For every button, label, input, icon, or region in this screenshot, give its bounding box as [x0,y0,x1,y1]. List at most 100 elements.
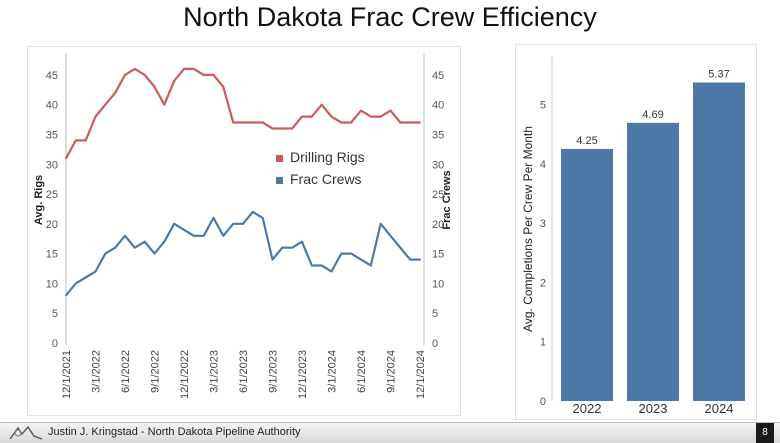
x-tick-label: 2024 [705,401,734,416]
frac-crews-point [389,234,392,237]
drilling-rigs-point [340,121,343,124]
drilling-rigs-point [271,127,274,130]
frac-crews-point [301,240,303,243]
bar-2024 [693,82,745,401]
frac-crews-point [202,234,205,237]
x-tick-label: 9/1/2022 [150,350,162,393]
bar-value-label: 4.69 [642,109,663,121]
bar-2023 [627,122,679,402]
frac-crews-point [65,294,67,297]
drilling-rigs-point [261,121,264,124]
drilling-rigs-point [74,139,77,142]
y-tick-label: 2 [540,277,546,289]
frac-crews-point [133,246,136,249]
frac-crews-point [94,270,97,273]
frac-crews-point [242,222,244,225]
y-tick-label: 0 [540,396,546,408]
drilling-rigs-point [389,109,392,112]
frac-crews-point [143,240,146,243]
x-tick-label: 6/1/2022 [120,350,132,393]
legend-label-drilling-rigs: Drilling Rigs [290,149,365,165]
y-tick-label-right: 20 [432,219,444,231]
y-tick-label-right: 10 [432,278,444,290]
frac-crews-point [340,252,343,255]
frac-crews-point [153,252,156,255]
x-tick-label: 12/1/2022 [179,350,191,399]
drilling-rigs-point [291,127,294,130]
drilling-rigs-point [281,127,284,130]
drilling-rigs-point [360,109,362,112]
frac-crews-point [399,246,402,249]
y-tick-label-right: 15 [432,249,444,261]
frac-crews-point [360,258,362,261]
frac-crews-point [163,240,166,243]
drilling-rigs-point [192,68,195,70]
legend-swatch-drilling-rigs [276,155,283,162]
x-tick-label: 3/1/2024 [327,350,339,393]
y-tick-label: 1 [540,337,546,349]
x-tick-label: 6/1/2024 [356,350,368,393]
frac-crews-point [271,258,274,261]
drilling-rigs-point [350,121,353,124]
frac-crews-point [291,246,294,249]
footer-bar: Justin J. Kringstad - North Dakota Pipel… [0,422,780,443]
y-tick-label: 4 [540,159,546,171]
y-tick-label-right: 30 [432,159,444,171]
drilling-rigs-point [173,79,176,82]
drilling-rigs-point [330,115,333,118]
drilling-rigs-point [222,85,225,88]
drilling-rigs-point [202,73,205,76]
frac-crews-point [261,216,264,219]
y-axis-label-right: Frac Crews [441,170,453,229]
bar-value-label: 4.25 [576,135,597,147]
completions-bar-chart: 0 1 2 3 4 5 Avg. Completions Per Crew Per Mont… [521,57,745,416]
drilling-rigs-point [369,115,372,118]
frac-crews-point [330,270,333,273]
drilling-rigs-point [183,68,185,70]
y-tick-label-left: 25 [46,189,58,201]
frac-crews-point [114,246,117,249]
drilling-rigs-point [242,121,244,124]
y-tick-label-right: 0 [432,338,438,350]
rigs-crews-line-chart: 0 0 5 5 10 10 15 15 20 20 25 25 30 30 35 35 40 40 45 45 Avg.… [33,53,453,399]
drilling-rigs-point [163,103,166,106]
drilling-rigs-point [399,121,402,124]
frac-crews-point [222,234,225,237]
drilling-rigs-point [409,121,412,124]
y-tick-label: 5 [540,99,546,111]
y-tick-label-right: 40 [432,100,444,112]
x-tick-label: 9/1/2024 [386,350,398,393]
y-tick-label-left: 10 [46,278,58,290]
drilling-rigs-point [320,103,323,106]
frac-crews-point [350,252,353,255]
frac-crews-point [281,246,284,249]
x-tick-label: 3/1/2022 [91,350,103,393]
frac-crews-point [183,228,185,231]
drilling-rigs-point [133,68,136,70]
page-title: North Dakota Frac Crew Efficiency [183,2,597,32]
series-line-drilling-rigs [65,67,420,159]
rigs-crews-line-chart-panel: 0 0 5 5 10 10 15 15 20 20 25 25 30 30 35 35 40 40 45 45 Avg.… [27,46,461,416]
legend-swatch-frac-crews [276,177,283,184]
frac-crews-point [409,258,412,261]
drilling-rigs-point [251,121,254,124]
drilling-rigs-point [301,115,303,118]
y-axis-label-left: Avg. Rigs [33,175,45,225]
x-tick-label: 12/1/2023 [297,350,309,399]
x-tick-label: 9/1/2023 [268,350,280,393]
y-tick-label-left: 15 [46,249,58,261]
y-tick-label-left: 0 [52,338,58,350]
x-tick-label: 3/1/2023 [209,350,221,393]
frac-crews-point [232,222,235,225]
frac-crews-point [173,222,176,225]
completions-bar-chart-panel: 0 1 2 3 4 5 Avg. Completions Per Crew Per Mont… [515,44,757,420]
page-number: 8 [756,423,774,443]
drilling-rigs-point [143,73,146,76]
frac-crews-point [320,264,323,267]
drilling-rigs-point [153,85,156,88]
frac-crews-point [419,258,421,261]
drilling-rigs-point [419,121,421,124]
legend-label-frac-crews: Frac Crews [290,171,362,187]
bar-value-label: 5.37 [708,69,729,81]
drilling-rigs-point [212,73,215,76]
